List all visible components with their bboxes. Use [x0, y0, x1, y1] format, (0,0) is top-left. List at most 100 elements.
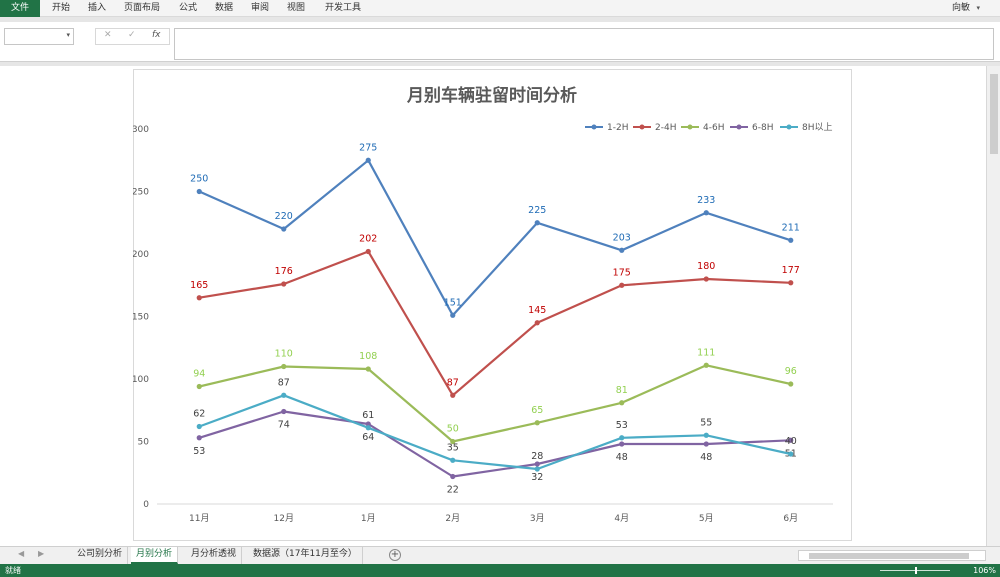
series-line [199, 364, 792, 443]
y-axis: 0 50 100 150 200 250 300 [133, 125, 833, 510]
legend-marker [736, 124, 742, 130]
data-label: 50 [447, 424, 459, 435]
tab-formulas[interactable]: 公式 [179, 3, 198, 13]
tab-review[interactable]: 审阅 [251, 3, 270, 13]
tab-insert[interactable]: 插入 [88, 3, 107, 13]
data-point [703, 276, 709, 282]
series-4: 5374642232484851 [193, 408, 797, 496]
data-point [281, 408, 287, 415]
tab-data[interactable]: 数据 [215, 3, 234, 13]
legend-item: 4-6H [681, 123, 724, 133]
data-point [703, 432, 709, 438]
data-label: 81 [616, 385, 628, 396]
next-sheet-icon[interactable]: ▶ [38, 549, 45, 558]
data-label: 180 [697, 261, 715, 272]
data-point [281, 226, 287, 232]
data-label: 64 [362, 432, 374, 443]
name-box[interactable]: ▾ [4, 28, 74, 45]
data-point [619, 441, 625, 447]
data-label: 48 [700, 452, 712, 463]
sheet-tab-source[interactable]: 数据源（17年11月至今） [248, 547, 363, 564]
x-tick-label: 12月 [274, 513, 294, 524]
legend-label: 6-8H [752, 123, 773, 133]
data-label: 87 [278, 377, 290, 388]
series-group: 250 220 275 151 225 203 233 211 165 176 202 87 145 17… [190, 142, 800, 495]
series-line [198, 410, 791, 478]
prev-sheet-icon[interactable]: ◀ [18, 549, 25, 558]
x-axis: 11月 12月 1月 2月 3月 4月 5月 6月 [189, 513, 798, 524]
y-tick-label: 100 [133, 375, 149, 385]
x-tick-label: 3月 [530, 513, 545, 524]
x-tick-label: 1月 [361, 513, 376, 524]
chart-frame[interactable] [133, 69, 852, 541]
data-point [281, 281, 287, 287]
data-point [619, 400, 625, 406]
sheet-tab-pivot[interactable]: 月分析透视 [186, 547, 243, 564]
vertical-scrollbar[interactable] [986, 66, 1000, 546]
legend: 1-2H 2-4H 4-6H 6-8H 8H以上 [585, 122, 833, 133]
scrollbar-thumb[interactable] [809, 553, 969, 559]
data-label: 87 [447, 377, 459, 388]
data-label: 62 [193, 409, 205, 420]
y-tick-label: 150 [133, 313, 149, 323]
data-point [534, 320, 540, 326]
legend-item: 2-4H [633, 123, 676, 133]
sheet-tab-company[interactable]: 公司别分析 [72, 547, 129, 564]
user-name[interactable]: 向敏 [951, 3, 970, 13]
fx-icon[interactable]: fx [152, 30, 161, 40]
horizontal-scrollbar[interactable] [798, 550, 986, 561]
tab-home[interactable]: 开始 [52, 3, 71, 13]
y-tick-label: 250 [133, 188, 149, 198]
series-1: 250 220 275 151 225 203 233 211 [190, 142, 800, 318]
data-point [534, 466, 540, 472]
data-label: 55 [700, 417, 712, 428]
line-chart[interactable]: 月别车辆驻留时间分析 0 50 100 150 200 250 300 11月 12月 1月 2月… [133, 69, 852, 541]
chevron-down-icon[interactable]: ▾ [66, 31, 70, 39]
add-sheet-button[interactable]: + [389, 549, 401, 561]
sheet-tab-monthly[interactable]: 月别分析 [131, 547, 179, 564]
data-point [450, 438, 456, 445]
chevron-down-icon[interactable]: ▾ [976, 4, 980, 12]
data-point [619, 247, 625, 253]
legend-item: 8H以上 [780, 122, 833, 133]
data-point [450, 457, 456, 463]
data-point [619, 282, 625, 288]
data-point [365, 366, 371, 372]
data-label: 211 [782, 222, 800, 233]
legend-marker [639, 124, 645, 130]
data-label: 176 [275, 266, 293, 277]
legend-label: 1-2H [607, 123, 628, 133]
data-label: 111 [697, 347, 715, 358]
data-point [196, 435, 202, 441]
cancel-icon[interactable]: ✕ [104, 30, 112, 40]
series-5: 62 87 61 35 28 53 55 40 [193, 377, 797, 472]
legend-item: 1-2H [585, 123, 628, 133]
x-tick-label: 2月 [445, 513, 460, 524]
tab-page-layout[interactable]: 页面布局 [124, 3, 161, 13]
legend-marker [591, 124, 597, 130]
formula-input[interactable] [174, 28, 994, 60]
data-point [365, 425, 371, 431]
x-tick-label: 6月 [783, 513, 798, 524]
tab-file[interactable]: 文件 [0, 0, 40, 17]
zoom-level[interactable]: 106% [973, 566, 996, 575]
data-point [534, 220, 540, 226]
tab-developer[interactable]: 开发工具 [325, 3, 362, 13]
data-point [788, 451, 794, 457]
y-tick-label: 0 [143, 500, 149, 510]
tab-view[interactable]: 视图 [287, 3, 306, 13]
status-ready: 就绪 [5, 566, 21, 575]
series-line [198, 394, 792, 471]
data-point [450, 473, 456, 480]
legend-marker [687, 124, 693, 130]
data-label: 177 [782, 265, 800, 276]
data-point [703, 441, 709, 447]
data-point [619, 435, 625, 441]
chart-title: 月别车辆驻留时间分析 [406, 85, 577, 106]
data-label: 151 [444, 297, 462, 308]
check-icon[interactable]: ✓ [128, 30, 136, 40]
series-2: 165 176 202 87 145 175 180 177 [190, 234, 800, 398]
scrollbar-thumb[interactable] [990, 74, 998, 154]
zoom-slider-knob[interactable] [915, 567, 917, 574]
data-label: 32 [531, 472, 543, 483]
